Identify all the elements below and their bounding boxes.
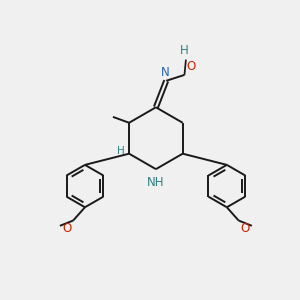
- Text: O: O: [186, 60, 195, 73]
- Text: O: O: [62, 222, 71, 235]
- Text: H: H: [180, 44, 189, 57]
- Text: NH: NH: [147, 176, 165, 189]
- Text: H: H: [117, 146, 125, 156]
- Text: N: N: [161, 66, 170, 79]
- Text: O: O: [240, 222, 250, 235]
